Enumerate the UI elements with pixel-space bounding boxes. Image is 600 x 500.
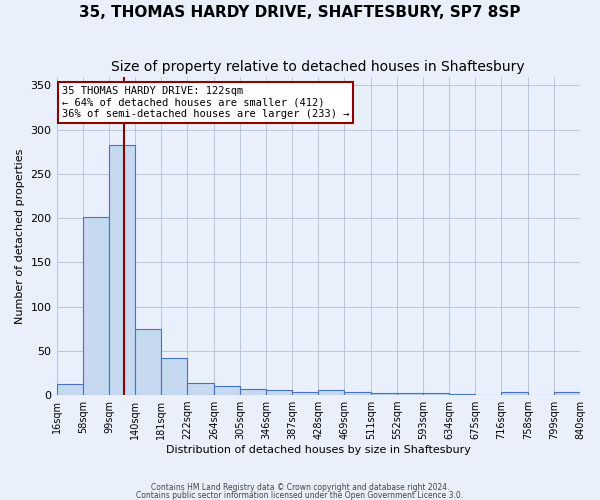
X-axis label: Distribution of detached houses by size in Shaftesbury: Distribution of detached houses by size … — [166, 445, 471, 455]
Title: Size of property relative to detached houses in Shaftesbury: Size of property relative to detached ho… — [112, 60, 525, 74]
Bar — [449, 394, 475, 395]
Y-axis label: Number of detached properties: Number of detached properties — [15, 148, 25, 324]
Text: 35 THOMAS HARDY DRIVE: 122sqm
← 64% of detached houses are smaller (412)
36% of : 35 THOMAS HARDY DRIVE: 122sqm ← 64% of d… — [62, 86, 349, 120]
Bar — [423, 394, 449, 395]
Bar — [292, 392, 318, 395]
Bar — [371, 394, 397, 395]
Bar — [136, 328, 161, 395]
Bar — [554, 392, 580, 395]
Bar — [56, 384, 83, 395]
Bar — [344, 392, 371, 395]
Text: Contains HM Land Registry data © Crown copyright and database right 2024.: Contains HM Land Registry data © Crown c… — [151, 483, 449, 492]
Bar — [240, 389, 266, 395]
Bar — [214, 386, 240, 395]
Bar — [161, 358, 187, 395]
Text: 35, THOMAS HARDY DRIVE, SHAFTESBURY, SP7 8SP: 35, THOMAS HARDY DRIVE, SHAFTESBURY, SP7… — [79, 5, 521, 20]
Bar — [501, 392, 528, 395]
Bar — [318, 390, 344, 395]
Bar — [397, 394, 423, 395]
Text: Contains public sector information licensed under the Open Government Licence 3.: Contains public sector information licen… — [136, 490, 464, 500]
Bar — [83, 217, 109, 395]
Bar — [109, 144, 136, 395]
Bar — [187, 382, 214, 395]
Bar — [266, 390, 292, 395]
